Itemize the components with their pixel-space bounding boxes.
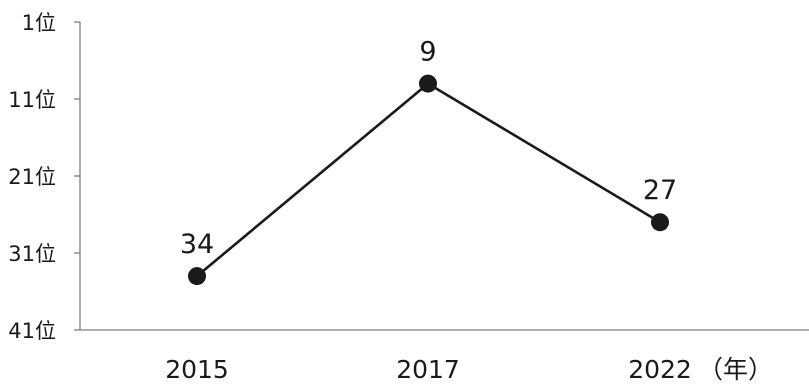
series-line: [196, 82, 661, 278]
data-point: [651, 213, 669, 232]
data-point: [188, 267, 206, 286]
x-tick-label: 2015: [165, 355, 229, 384]
x-tick-label: 2022: [628, 355, 692, 384]
x-tick-labels: 2015 2017 2022 （年）: [165, 355, 773, 384]
series-line-path: [196, 82, 661, 278]
data-labels: 34 9 27: [180, 37, 677, 261]
y-tick-label: 11位: [8, 88, 56, 112]
axes: [74, 21, 809, 331]
y-tick-label: 1位: [22, 11, 56, 35]
data-label: 27: [643, 175, 677, 206]
y-tick-label: 31位: [8, 242, 56, 266]
y-tick-labels: 1位 11位 21位 31位 41位: [8, 11, 56, 343]
x-tick-label: 2017: [396, 355, 460, 384]
data-points: [188, 74, 669, 286]
y-tick-label: 41位: [8, 319, 56, 343]
data-point: [419, 74, 437, 93]
data-label: 34: [180, 229, 214, 260]
y-tick-label: 21位: [8, 165, 56, 189]
data-label: 9: [419, 37, 436, 68]
x-axis-unit-label: （年）: [698, 355, 773, 384]
